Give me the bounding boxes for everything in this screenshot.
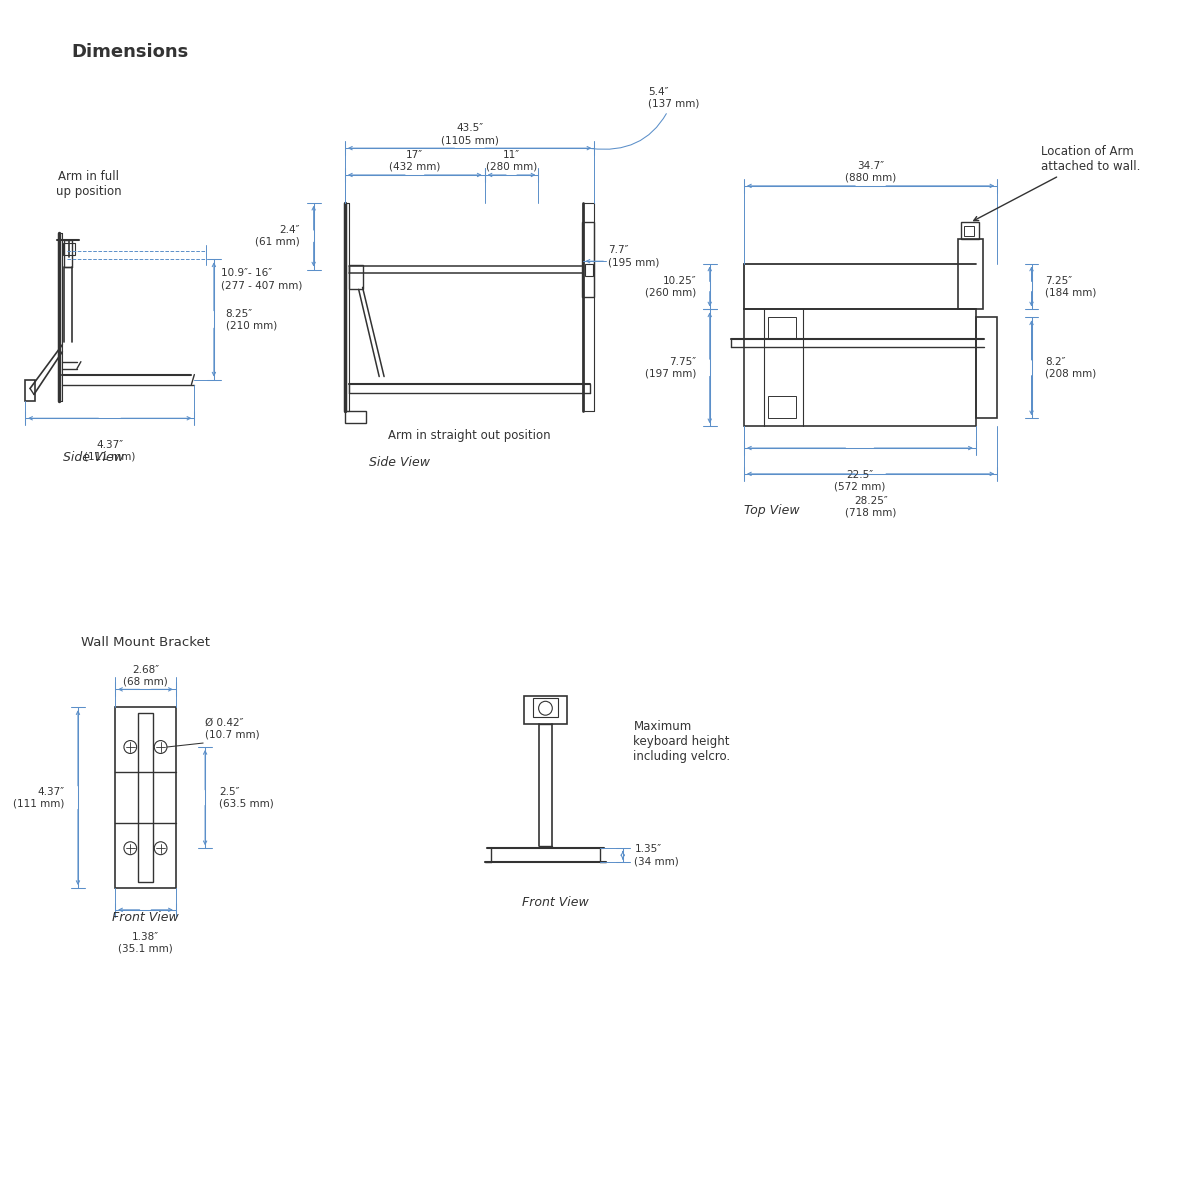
- Text: 1.38″
(35.1 mm): 1.38″ (35.1 mm): [118, 931, 173, 953]
- Bar: [584, 264, 593, 276]
- Bar: [744, 310, 976, 426]
- Text: Location of Arm
attached to wall.: Location of Arm attached to wall.: [973, 145, 1141, 221]
- Text: 8.25″
(210 mm): 8.25″ (210 mm): [226, 308, 277, 330]
- Text: 10.25″
(260 mm): 10.25″ (260 mm): [644, 276, 696, 298]
- Bar: [768, 317, 796, 340]
- Bar: [976, 317, 997, 419]
- Text: 1.35″
(34 mm): 1.35″ (34 mm): [635, 845, 679, 866]
- Bar: [138, 713, 154, 882]
- Text: Arm in full
up position: Arm in full up position: [56, 170, 121, 198]
- Bar: [64, 244, 76, 256]
- Text: 22.5″
(572 mm): 22.5″ (572 mm): [834, 470, 886, 492]
- Bar: [582, 222, 594, 296]
- Text: 7.7″
(195 mm): 7.7″ (195 mm): [608, 246, 660, 268]
- Bar: [25, 379, 35, 401]
- Text: Front View: Front View: [112, 911, 179, 924]
- Bar: [958, 239, 983, 310]
- Text: 4.37″
(111 mm): 4.37″ (111 mm): [13, 787, 65, 809]
- Text: 2.5″
(63.5 mm): 2.5″ (63.5 mm): [218, 787, 274, 809]
- Text: Top View: Top View: [744, 504, 799, 517]
- Bar: [961, 222, 979, 239]
- Bar: [65, 240, 72, 268]
- Bar: [524, 696, 566, 724]
- Text: 7.25″
(184 mm): 7.25″ (184 mm): [1045, 276, 1097, 298]
- Bar: [115, 707, 175, 888]
- Text: 34.7″
(880 mm): 34.7″ (880 mm): [845, 161, 896, 182]
- Text: Arm in straight out position: Arm in straight out position: [389, 430, 551, 442]
- Text: 4.37″
(111 mm): 4.37″ (111 mm): [84, 440, 136, 462]
- Bar: [349, 264, 362, 289]
- Text: 7.75″
(197 mm): 7.75″ (197 mm): [644, 358, 696, 379]
- Text: 8.2″
(208 mm): 8.2″ (208 mm): [1045, 358, 1097, 379]
- Text: 28.25″
(718 mm): 28.25″ (718 mm): [845, 496, 896, 517]
- Bar: [964, 226, 974, 235]
- Text: Ø 0.42″
(10.7 mm): Ø 0.42″ (10.7 mm): [205, 718, 259, 739]
- Bar: [533, 698, 558, 718]
- Text: Side View: Side View: [370, 456, 431, 469]
- Text: Front View: Front View: [522, 896, 589, 910]
- Text: 2.68″
(68 mm): 2.68″ (68 mm): [124, 665, 168, 686]
- Text: 11″
(280 mm): 11″ (280 mm): [486, 150, 538, 172]
- Text: 5.4″
(137 mm): 5.4″ (137 mm): [592, 86, 700, 149]
- Text: Side View: Side View: [64, 451, 124, 464]
- Text: 10.9″- 16″
(277 - 407 mm): 10.9″- 16″ (277 - 407 mm): [221, 269, 302, 290]
- Bar: [344, 412, 366, 424]
- Text: Wall Mount Bracket: Wall Mount Bracket: [80, 636, 210, 649]
- Text: Dimensions: Dimensions: [71, 43, 188, 61]
- Bar: [768, 396, 796, 419]
- Text: 17″
(432 mm): 17″ (432 mm): [389, 150, 440, 172]
- Text: 2.4″
(61 mm): 2.4″ (61 mm): [256, 226, 300, 247]
- Text: 43.5″
(1105 mm): 43.5″ (1105 mm): [440, 124, 498, 145]
- Text: Maximum
keyboard height
including velcro.: Maximum keyboard height including velcro…: [634, 720, 731, 762]
